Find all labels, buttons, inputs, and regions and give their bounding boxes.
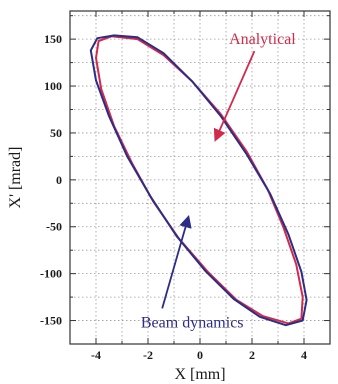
annotation-arrow xyxy=(161,214,192,309)
y-tick-label: 150 xyxy=(44,32,62,46)
x-tick-label: 0 xyxy=(197,348,203,362)
x-tick-label: -2 xyxy=(143,348,153,362)
y-tick-label: -150 xyxy=(40,314,62,328)
y-tick-label: 50 xyxy=(50,126,62,140)
x-axis-title: X [mm] xyxy=(174,366,225,383)
y-axis-title: X' [mrad] xyxy=(7,147,24,209)
y-tick-label: 100 xyxy=(44,79,62,93)
x-tick-label: -4 xyxy=(91,348,101,362)
y-tick-label: -100 xyxy=(40,267,62,281)
plot-frame xyxy=(69,10,331,345)
x-tick-label: 2 xyxy=(249,348,255,362)
x-tick-label: 4 xyxy=(301,348,307,362)
y-tick-label: -50 xyxy=(46,220,62,234)
annotation-label: Analytical xyxy=(229,31,296,48)
annotation-label: Beam dynamics xyxy=(141,314,244,331)
annotation-arrow xyxy=(213,50,256,142)
y-tick-label: 0 xyxy=(56,173,62,187)
series-line-beam-dynamics xyxy=(89,34,308,327)
